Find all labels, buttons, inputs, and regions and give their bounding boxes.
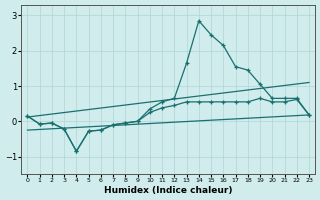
X-axis label: Humidex (Indice chaleur): Humidex (Indice chaleur) xyxy=(104,186,232,195)
